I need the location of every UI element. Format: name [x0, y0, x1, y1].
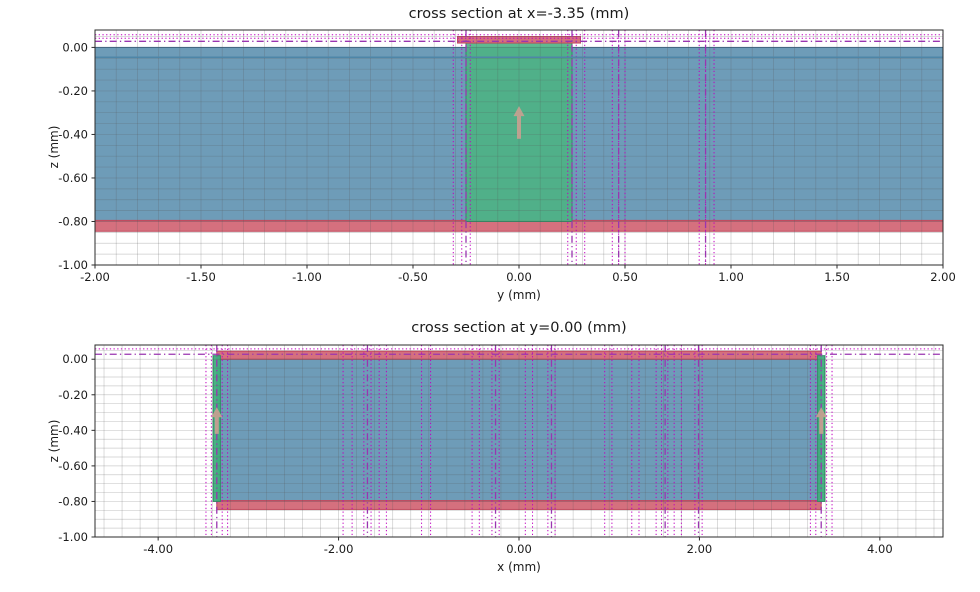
- excitation-arrow: [815, 407, 827, 434]
- excitation-arrow: [211, 407, 223, 434]
- x-tick-label: 0.00: [506, 270, 532, 284]
- x-tick-label: -2.00: [324, 542, 354, 556]
- chart-1: -4.00 -2.00 0.00 2.00 4.00 0.00 -0.20 -0.40 -0.6…: [58, 344, 944, 556]
- material-substrate: [216, 358, 822, 502]
- material-top-metal: [457, 36, 581, 44]
- z-tick-label: 0.00: [62, 352, 88, 366]
- x-tick-label: 4.00: [867, 542, 893, 556]
- bottom-chart-title: cross section at y=0.00 (mm): [411, 320, 627, 336]
- x-tick-label: 2.00: [930, 270, 956, 284]
- excitation-arrow: [513, 106, 525, 139]
- material-center-conductor: [465, 42, 573, 222]
- mesh-grid: [94, 30, 944, 266]
- x-tick-label: -4.00: [143, 542, 173, 556]
- z-tick-label: 0.00: [62, 40, 88, 54]
- boundary-lines: [95, 30, 943, 265]
- top-y-axis-label: z (mm): [47, 125, 61, 169]
- x-tick-label: 1.50: [824, 270, 850, 284]
- boundary-lines: [95, 345, 943, 537]
- z-tick-label: -0.80: [58, 214, 88, 228]
- x-tick-label: 0.50: [612, 270, 638, 284]
- mesh-grid: [95, 345, 943, 538]
- x-tick-label: -1.00: [292, 270, 322, 284]
- bottom-x-axis-label: x (mm): [497, 560, 541, 574]
- z-tick-label: -0.40: [58, 423, 88, 437]
- materials: [212, 350, 826, 510]
- x-tick-label: 0.00: [506, 542, 532, 556]
- z-tick-label: -1.00: [58, 258, 88, 272]
- bottom-y-axis-label: z (mm): [47, 419, 61, 463]
- z-tick-label: -0.20: [58, 388, 88, 402]
- z-tick-label: -0.40: [58, 127, 88, 141]
- x-tick-label: 1.00: [718, 270, 744, 284]
- chart-0: -2.00 -1.50 -1.00 -0.50 0.00 0.50 1.00 1.50 2.00…: [58, 29, 956, 284]
- z-tick-label: -0.60: [58, 171, 88, 185]
- x-tick-label: -1.50: [186, 270, 216, 284]
- axis-ticks: -4.00 -2.00 0.00 2.00 4.00 0.00 -0.20 -0.40 -0.6…: [58, 352, 892, 556]
- material-bottom-metal: [216, 500, 822, 510]
- z-tick-label: -0.20: [58, 84, 88, 98]
- axis-ticks: -2.00 -1.50 -1.00 -0.50 0.00 0.50 1.00 1.50 2.00…: [58, 40, 956, 284]
- x-tick-label: -2.00: [80, 270, 110, 284]
- z-tick-label: -0.80: [58, 494, 88, 508]
- x-tick-label: -0.50: [398, 270, 428, 284]
- z-tick-label: -0.60: [58, 459, 88, 473]
- top-x-axis-label: y (mm): [497, 288, 541, 302]
- z-tick-label: -1.00: [58, 530, 88, 544]
- top-chart-title: cross section at x=-3.35 (mm): [408, 6, 630, 22]
- x-tick-label: 2.00: [687, 542, 713, 556]
